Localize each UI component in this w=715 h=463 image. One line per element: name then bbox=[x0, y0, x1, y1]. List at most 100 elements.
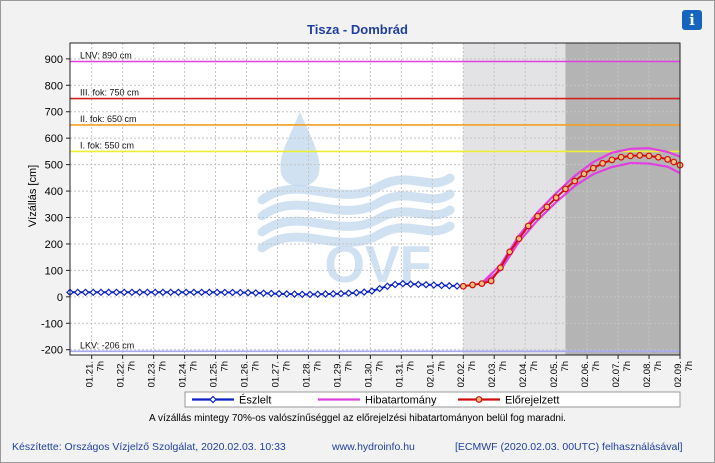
x-tick-label-date: 01.22. bbox=[116, 361, 127, 387]
observed-point bbox=[73, 288, 82, 297]
x-tick-label-date: 01.21. bbox=[85, 361, 96, 387]
observed-point bbox=[104, 288, 113, 297]
observed-point bbox=[391, 280, 399, 289]
footer-website[interactable]: www.hydroinfo.hu bbox=[332, 441, 415, 453]
forecast-point bbox=[589, 164, 597, 172]
x-tick-label-hour: 7h bbox=[250, 361, 261, 372]
threshold-label: I. fok: 550 cm bbox=[80, 140, 134, 150]
forecast-point bbox=[497, 264, 504, 272]
x-tick-label-date: 02.03. bbox=[487, 361, 498, 387]
observed-point bbox=[81, 288, 90, 297]
threshold-label: II. fok: 650 cm bbox=[80, 114, 137, 124]
observed-point bbox=[97, 288, 105, 297]
watermark-wave bbox=[257, 221, 455, 253]
legend-label: Előrejelzett bbox=[505, 395, 559, 407]
y-tick-label: 800 bbox=[45, 80, 63, 92]
legend-label: Hibatartomány bbox=[365, 395, 437, 407]
watermark-wave bbox=[257, 189, 455, 221]
x-tick-label-hour: 7h bbox=[591, 361, 602, 372]
x-tick-label-hour: 7h bbox=[96, 361, 107, 372]
forecast-point bbox=[487, 277, 495, 285]
observed-point bbox=[174, 288, 183, 297]
x-tick-label-hour: 7h bbox=[560, 361, 571, 372]
observed-point bbox=[375, 284, 384, 293]
observed-point bbox=[429, 281, 438, 289]
x-tick-label-date: 02.05. bbox=[549, 361, 560, 387]
x-tick-label-date: 01.23. bbox=[147, 361, 158, 387]
observed-point bbox=[337, 289, 345, 298]
observed-point bbox=[267, 289, 276, 298]
observed-point bbox=[190, 288, 198, 297]
x-tick-label-hour: 7h bbox=[158, 361, 169, 372]
forecast-point bbox=[599, 159, 606, 167]
forecast-point bbox=[506, 248, 514, 256]
y-tick-label: 600 bbox=[45, 133, 63, 145]
forecast-point bbox=[636, 151, 644, 159]
y-tick-label: -200 bbox=[41, 345, 63, 357]
observed-point bbox=[135, 288, 144, 297]
observed-point bbox=[112, 288, 121, 297]
y-tick-label: -100 bbox=[41, 318, 63, 330]
observed-point bbox=[236, 288, 245, 297]
observed-point bbox=[414, 280, 423, 289]
observed-point bbox=[445, 281, 454, 290]
observed-point bbox=[213, 288, 221, 297]
y-tick-label: 100 bbox=[45, 265, 63, 277]
observed-point bbox=[344, 289, 353, 298]
forecast-point bbox=[515, 235, 523, 243]
observed-point bbox=[244, 288, 252, 297]
observed-point bbox=[275, 289, 283, 298]
x-tick-label-date: 01.25. bbox=[209, 361, 220, 387]
observed-point bbox=[205, 288, 214, 297]
info-icon[interactable]: i bbox=[682, 10, 702, 30]
x-tick-label-date: 02.06. bbox=[580, 361, 591, 387]
forecast-period-shade bbox=[463, 43, 566, 355]
x-tick-label-date: 02.09. bbox=[673, 361, 684, 387]
forecast-point bbox=[627, 152, 634, 160]
forecast-point bbox=[562, 185, 569, 193]
observed-point bbox=[437, 281, 446, 290]
observed-point bbox=[120, 288, 129, 297]
error-band-upper bbox=[481, 147, 681, 284]
error-band-lower bbox=[481, 161, 681, 285]
forecast-point bbox=[670, 158, 678, 166]
y-tick-label: 500 bbox=[45, 160, 63, 172]
forecast-point bbox=[469, 281, 476, 289]
y-tick-label: 900 bbox=[45, 54, 63, 66]
observed-point bbox=[182, 288, 190, 297]
y-tick-label: 200 bbox=[45, 239, 63, 251]
forecast-point bbox=[552, 194, 560, 202]
forecast-point bbox=[571, 177, 579, 185]
observed-point bbox=[298, 290, 307, 299]
x-tick-label-date: 02.02. bbox=[456, 361, 467, 387]
forecast-point bbox=[534, 212, 541, 220]
observed-point bbox=[329, 289, 338, 298]
legend-box bbox=[184, 391, 681, 408]
extended-forecast-shade bbox=[565, 43, 680, 355]
observed-point bbox=[143, 288, 152, 297]
forecast-point bbox=[608, 156, 616, 164]
observed-point bbox=[306, 290, 314, 299]
x-tick-label-hour: 7h bbox=[498, 361, 509, 372]
forecast-point bbox=[580, 170, 588, 178]
x-tick-label-hour: 7h bbox=[127, 361, 138, 372]
y-axis-label: Vízállás [cm] bbox=[27, 165, 39, 227]
y-tick-label: 300 bbox=[45, 213, 63, 225]
threshold-label: III. fok: 750 cm bbox=[80, 88, 139, 98]
legend-marker bbox=[209, 395, 217, 404]
x-tick-label-hour: 7h bbox=[405, 361, 416, 372]
footer-author: Készítette: Országos Vízjelző Szolgálat,… bbox=[12, 441, 286, 453]
legend-label: Észlelt bbox=[239, 394, 271, 407]
observed-point bbox=[228, 288, 237, 297]
x-tick-label-date: 01.28. bbox=[301, 361, 312, 387]
observed-point bbox=[422, 280, 430, 289]
observed-point bbox=[368, 287, 376, 295]
observed-point bbox=[166, 288, 175, 297]
forecast-point bbox=[617, 153, 625, 161]
x-tick-label-hour: 7h bbox=[189, 361, 200, 372]
x-tick-label-hour: 7h bbox=[467, 361, 478, 372]
forecast-point bbox=[478, 280, 486, 288]
y-tick-label: 700 bbox=[45, 107, 63, 119]
observed-point bbox=[453, 282, 461, 290]
x-tick-label-date: 02.08. bbox=[642, 361, 653, 387]
